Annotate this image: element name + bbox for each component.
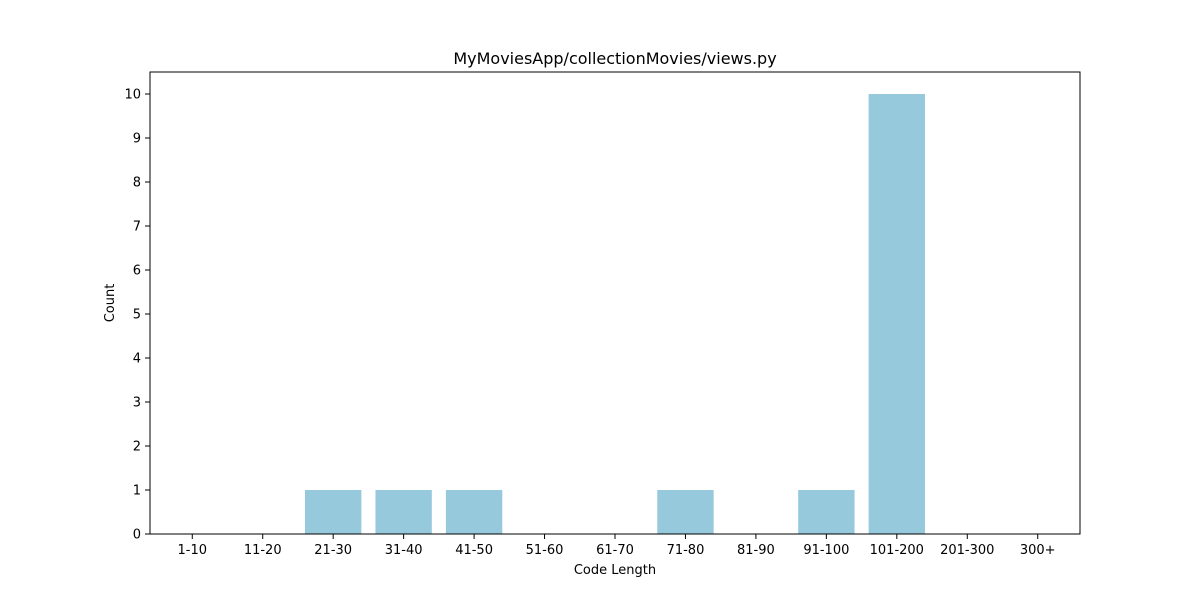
bar-101-200 <box>868 94 925 534</box>
y-tick-label: 2 <box>133 440 141 455</box>
bar-21-30 <box>305 490 362 534</box>
x-tick-label: 81-90 <box>737 543 775 558</box>
y-tick-label: 7 <box>133 220 141 235</box>
y-ticks-group: 0 1 2 3 4 5 6 7 8 9 10 <box>124 88 150 543</box>
bar-91-100 <box>798 490 855 534</box>
x-ticks-group: 1-10 11-20 21-30 31-40 41-50 51-60 61-70 71-80 8… <box>178 534 1056 558</box>
y-tick-label: 3 <box>133 396 141 411</box>
x-tick-label: 300+ <box>1020 543 1056 558</box>
bar-31-40 <box>375 490 432 534</box>
x-tick-label: 201-300 <box>940 543 994 558</box>
y-axis-label: Count <box>103 284 118 323</box>
x-tick-label: 51-60 <box>526 543 564 558</box>
bar-41-50 <box>445 490 503 534</box>
y-tick-label: 4 <box>133 352 141 367</box>
y-tick-label: 6 <box>133 264 141 279</box>
plot-frame <box>149 71 1081 535</box>
bar-71-80 <box>657 490 714 534</box>
x-tick-label: 31-40 <box>385 543 423 558</box>
chart-title: MyMoviesApp/collectionMovies/views.py <box>453 49 776 68</box>
x-tick-label: 101-200 <box>870 543 924 558</box>
x-tick-label: 71-80 <box>667 543 705 558</box>
y-tick-label: 10 <box>124 88 141 103</box>
x-tick-label: 61-70 <box>596 543 634 558</box>
y-tick-label: 1 <box>133 484 141 499</box>
x-axis-label: Code Length <box>574 563 656 578</box>
y-tick-label: 0 <box>133 528 141 543</box>
x-tick-label: 11-20 <box>244 543 282 558</box>
y-tick-label: 8 <box>133 176 141 191</box>
x-tick-label: 41-50 <box>455 543 493 558</box>
y-tick-label: 9 <box>133 132 141 147</box>
y-tick-label: 5 <box>133 308 141 323</box>
x-tick-label: 1-10 <box>178 543 208 558</box>
x-tick-label: 21-30 <box>314 543 352 558</box>
x-tick-label: 91-100 <box>803 543 849 558</box>
bars-group <box>305 94 925 534</box>
